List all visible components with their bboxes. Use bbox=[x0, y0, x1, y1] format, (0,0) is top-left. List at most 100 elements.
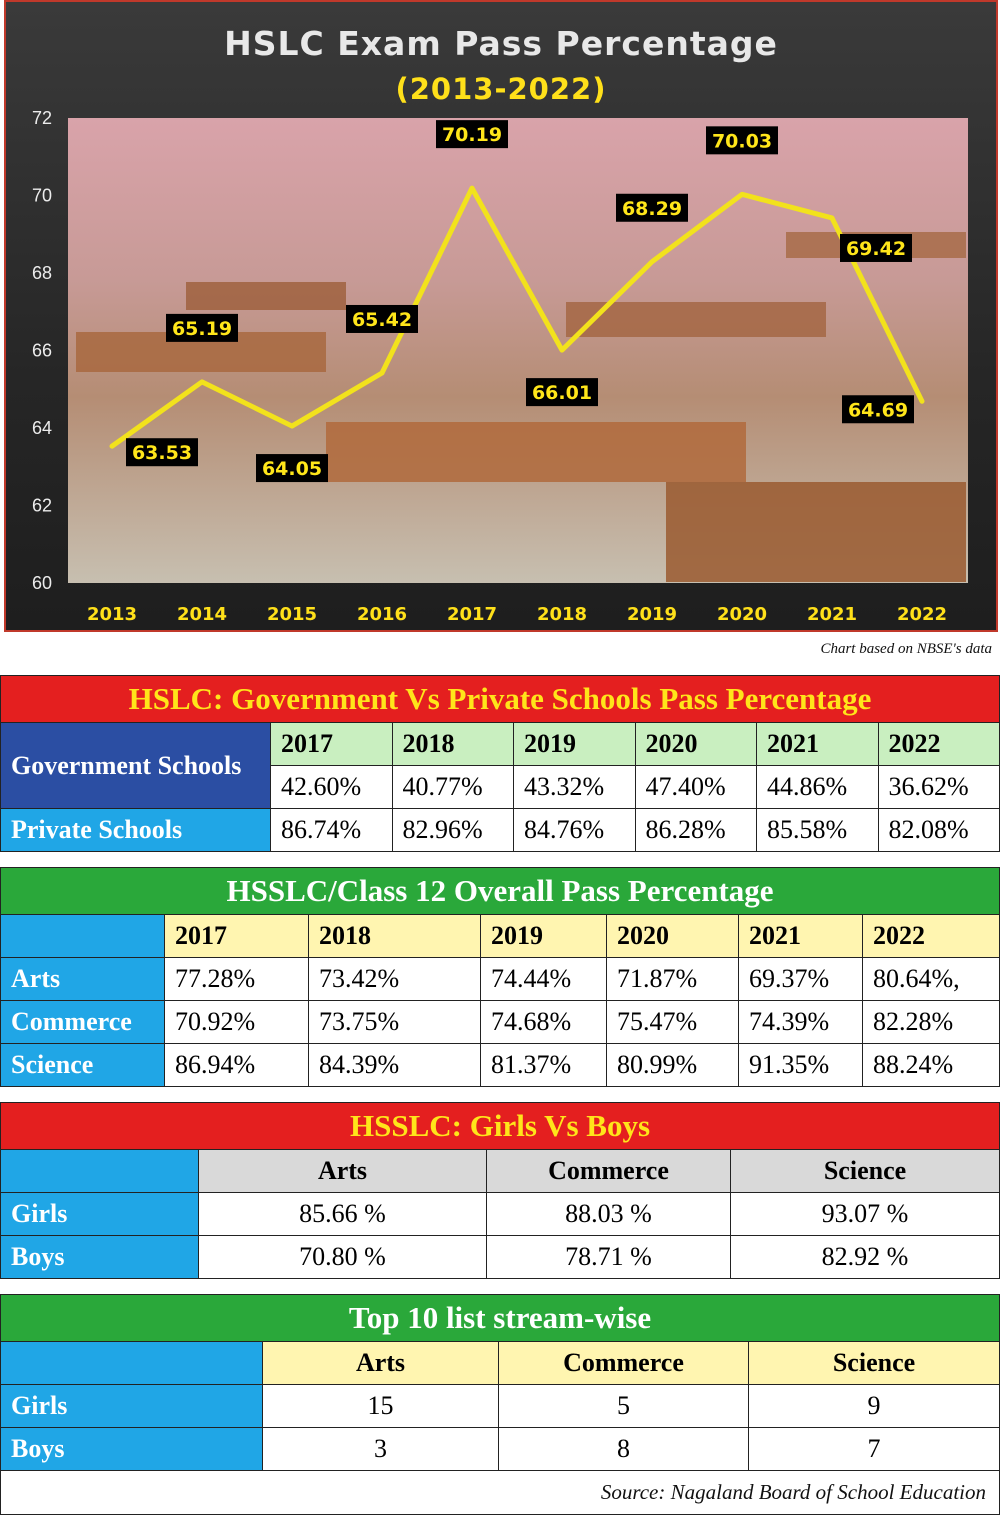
stream-header: Commerce bbox=[486, 1149, 731, 1193]
data-label-box bbox=[526, 378, 598, 407]
year-header: 2019 bbox=[513, 722, 636, 766]
row-label-commerce: Commerce bbox=[0, 1000, 165, 1044]
table-cell: 86.94% bbox=[164, 1043, 309, 1087]
table-cell: 85.58% bbox=[756, 808, 879, 852]
year-header: 2018 bbox=[391, 722, 514, 766]
table-cell: 74.68% bbox=[480, 1000, 607, 1044]
table-cell: 84.76% bbox=[513, 808, 636, 852]
table-cell: 86.74% bbox=[270, 808, 393, 852]
row-label-girls: Girls bbox=[0, 1192, 199, 1236]
data-label: 69.42 bbox=[846, 238, 906, 260]
chart-plot: 72 70 68 66 64 62 60 2013 2014 2015 2016 2017 2018 2… bbox=[32, 108, 968, 625]
data-label: 63.53 bbox=[132, 442, 192, 464]
table-cell: 82.96% bbox=[391, 808, 514, 852]
table-cell: 70.92% bbox=[164, 1000, 309, 1044]
data-label: 64.05 bbox=[262, 458, 322, 480]
data-label: 64.69 bbox=[848, 399, 908, 421]
row-label-government: Government Schools bbox=[0, 722, 271, 809]
chart-subtitle: (2013-2022) bbox=[395, 72, 607, 106]
stream-header: Commerce bbox=[498, 1341, 749, 1385]
table-cell: 43.32% bbox=[513, 765, 636, 809]
table-cell: 86.28% bbox=[634, 808, 757, 852]
table-title: HSSLC: Girls Vs Boys bbox=[0, 1102, 1000, 1150]
table-cell: 78.71 % bbox=[486, 1235, 731, 1279]
table-cell: 42.60% bbox=[270, 765, 393, 809]
girls-vs-boys-table: HSSLC: Girls Vs Boys Arts Commerce Scien… bbox=[0, 1102, 1000, 1279]
table-cell: 82.28% bbox=[862, 1000, 1000, 1044]
table-cell: 7 bbox=[748, 1427, 1000, 1471]
gov-vs-private-table: HSLC: Government Vs Private Schools Pass… bbox=[0, 675, 1000, 852]
x-tick-label: 2014 bbox=[177, 604, 227, 625]
table-cell: 70.80 % bbox=[198, 1235, 487, 1279]
table-cell: 73.75% bbox=[308, 1000, 481, 1044]
table-cell: 71.87% bbox=[606, 957, 739, 1001]
year-header: 2021 bbox=[756, 722, 879, 766]
table-cell: 74.44% bbox=[480, 957, 607, 1001]
table-cell: 80.64%, bbox=[862, 957, 1000, 1001]
row-label-science: Science bbox=[0, 1043, 165, 1087]
year-header: 2017 bbox=[164, 914, 309, 958]
table-cell: 69.37% bbox=[738, 957, 863, 1001]
x-tick-label: 2016 bbox=[357, 604, 407, 625]
year-header: 2018 bbox=[308, 914, 481, 958]
data-label-box bbox=[616, 193, 688, 222]
table-cell: 15 bbox=[262, 1384, 499, 1428]
row-label-girls: Girls bbox=[0, 1384, 263, 1428]
table-cell: 80.99% bbox=[606, 1043, 739, 1087]
year-header: 2019 bbox=[480, 914, 607, 958]
x-tick-label: 2013 bbox=[87, 604, 137, 625]
row-label-private: Private Schools bbox=[0, 808, 271, 852]
year-header: 2022 bbox=[877, 722, 1000, 766]
line-chart: 72 70 68 66 64 62 60 2013 2014 2015 2016 2017 2018 2… bbox=[4, 0, 998, 632]
table-cell: 74.39% bbox=[738, 1000, 863, 1044]
data-label-box bbox=[842, 395, 914, 424]
table-cell: 47.40% bbox=[634, 765, 757, 809]
corner-cell bbox=[0, 914, 165, 958]
chart-note: Chart based on NBSE's data bbox=[820, 641, 992, 657]
y-tick-label: 72 bbox=[32, 108, 52, 128]
table-cell: 91.35% bbox=[738, 1043, 863, 1087]
table-cell: 77.28% bbox=[164, 957, 309, 1001]
year-header: 2021 bbox=[738, 914, 863, 958]
table-title: Top 10 list stream-wise bbox=[0, 1294, 1000, 1342]
y-tick-label: 66 bbox=[32, 341, 52, 361]
year-header: 2020 bbox=[606, 914, 739, 958]
data-label-box bbox=[166, 313, 238, 342]
y-tick-label: 60 bbox=[32, 573, 52, 593]
table-cell: 81.37% bbox=[480, 1043, 607, 1087]
data-label: 66.01 bbox=[532, 382, 592, 404]
data-label-box bbox=[436, 120, 508, 149]
data-label: 65.42 bbox=[352, 309, 412, 331]
table-cell: 8 bbox=[498, 1427, 749, 1471]
table-cell: 44.86% bbox=[756, 765, 879, 809]
x-tick-label: 2015 bbox=[267, 604, 317, 625]
top10-table: Top 10 list stream-wise Arts Commerce Sc… bbox=[0, 1294, 1000, 1471]
data-label-box bbox=[346, 304, 418, 333]
table-cell: 36.62% bbox=[877, 765, 1000, 809]
source-note: Source: Nagaland Board of School Educati… bbox=[600, 1480, 986, 1504]
y-tick-label: 64 bbox=[32, 418, 52, 438]
table-title: HSSLC/Class 12 Overall Pass Percentage bbox=[0, 867, 1000, 915]
table-cell: 3 bbox=[262, 1427, 499, 1471]
table-title: HSLC: Government Vs Private Schools Pass… bbox=[0, 675, 1000, 723]
data-label: 68.29 bbox=[622, 198, 682, 220]
data-label-box bbox=[256, 454, 328, 483]
x-tick-label: 2020 bbox=[717, 604, 767, 625]
stream-header: Arts bbox=[198, 1149, 487, 1193]
data-label: 70.03 bbox=[712, 130, 772, 152]
table-cell: 5 bbox=[498, 1384, 749, 1428]
corner-cell bbox=[0, 1149, 199, 1193]
table-cell: 82.92 % bbox=[730, 1235, 1000, 1279]
stream-header: Science bbox=[730, 1149, 1000, 1193]
table-cell: 9 bbox=[748, 1384, 1000, 1428]
y-tick-label: 70 bbox=[32, 186, 52, 206]
table-cell: 88.24% bbox=[862, 1043, 1000, 1087]
table-cell: 40.77% bbox=[391, 765, 514, 809]
year-header: 2017 bbox=[270, 722, 393, 766]
stream-header: Science bbox=[748, 1341, 1000, 1385]
table-cell: 88.03 % bbox=[486, 1192, 731, 1236]
stream-header: Arts bbox=[262, 1341, 499, 1385]
data-label-box bbox=[840, 233, 912, 262]
data-label: 65.19 bbox=[172, 318, 232, 340]
year-header: 2020 bbox=[634, 722, 757, 766]
